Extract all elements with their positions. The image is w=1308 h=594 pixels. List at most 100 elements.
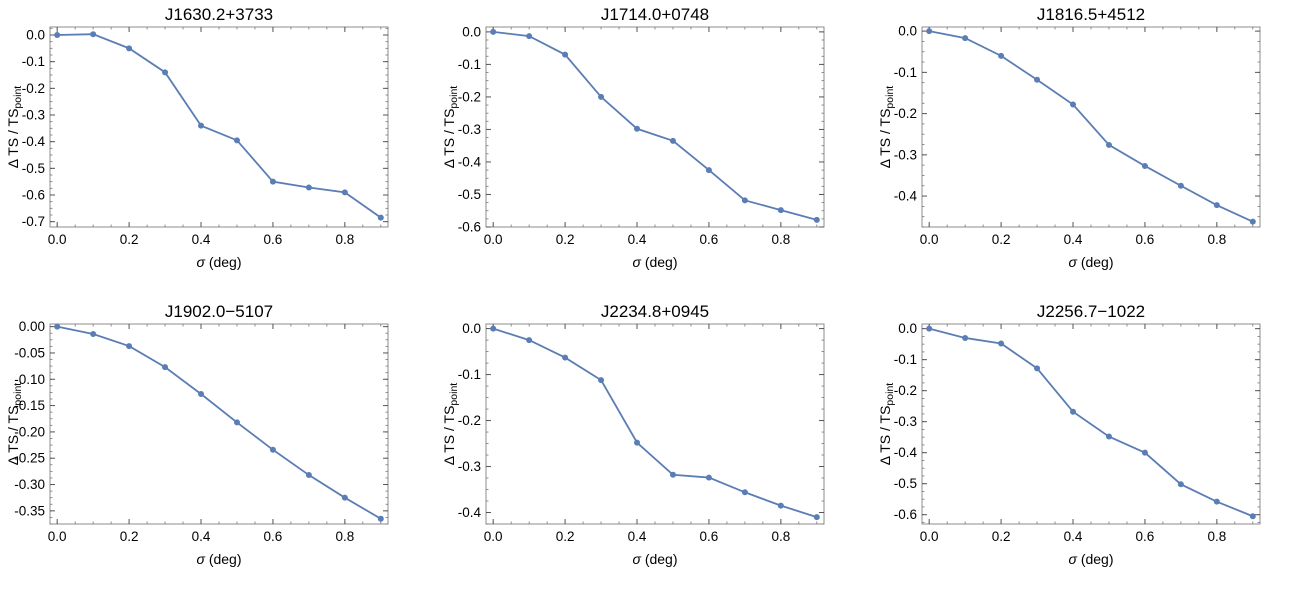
y-tick-label: -0.7: [22, 214, 45, 229]
data-point: [813, 216, 820, 223]
data-point: [490, 28, 497, 35]
plot-frame: [485, 26, 825, 228]
y-tick-label: -0.15: [14, 398, 45, 413]
x-tick-label: 0.4: [1064, 529, 1083, 544]
series-line: [57, 325, 382, 520]
x-tick-label: 0.6: [700, 529, 719, 544]
y-tick-label: -0.3: [458, 122, 481, 137]
x-tick-label: 0.8: [1207, 529, 1226, 544]
data-point: [90, 31, 97, 38]
chart-title: J2256.7−1022: [1037, 302, 1145, 321]
series-line: [928, 327, 1254, 518]
y-tick-label: -0.1: [22, 54, 45, 69]
x-axis-label: σ (deg): [1068, 254, 1113, 270]
x-tick-label: 0.2: [556, 529, 575, 544]
chart-svg-1: J1630.2+3733 0.0 0.2 0.4 0.6 0.8 0.0 -0.1 -0.2 -0…: [5, 5, 389, 270]
data-point: [598, 377, 605, 384]
data-point: [926, 28, 933, 35]
data-point: [377, 214, 384, 221]
data-point: [1034, 365, 1041, 372]
data-point: [490, 325, 497, 332]
data-point: [998, 340, 1005, 347]
data-point: [669, 471, 676, 478]
y-tick-label: -0.3: [894, 414, 917, 429]
chart-title: J1630.2+3733: [165, 5, 273, 24]
y-tick-label: -0.6: [22, 188, 45, 203]
y-tick-label: 0.0: [898, 321, 917, 336]
y-tick-label: -0.4: [894, 445, 918, 460]
data-point: [777, 207, 784, 214]
data-point: [1249, 218, 1256, 225]
data-point: [1177, 182, 1184, 189]
y-tick-label: -0.1: [894, 65, 917, 80]
x-axis-label: σ (deg): [196, 551, 241, 567]
data-point: [126, 343, 133, 350]
chart-panel-1: J1630.2+3733 0.0 0.2 0.4 0.6 0.8 0.0 -0.1 -0.2 -0…: [0, 0, 436, 297]
data-point: [1141, 449, 1148, 456]
data-point: [634, 439, 641, 446]
data-point: [669, 137, 676, 144]
chart-svg-4: J1902.0−5107 0.0 0.2 0.4 0.6 0.8 0.00 -0.05 -0.1…: [5, 302, 389, 567]
series-line: [493, 30, 818, 221]
y-tick-label: -0.3: [22, 108, 45, 123]
data-point: [1213, 498, 1220, 505]
y-axis-label: Δ TS / TSpoint: [5, 86, 24, 169]
y-tick-label: -0.10: [14, 372, 45, 387]
y-tick-label: -0.05: [14, 345, 45, 360]
data-point: [926, 325, 933, 332]
minor-ticks: [50, 27, 388, 227]
y-tick-label: -0.4: [22, 134, 46, 149]
x-tick-label: 0.2: [120, 529, 139, 544]
x-tick-label: 0.4: [1064, 232, 1083, 247]
x-tick-label: 0.4: [192, 529, 211, 544]
x-tick-label: 0.0: [920, 232, 939, 247]
x-tick-label: 0.2: [992, 232, 1011, 247]
data-point: [598, 93, 605, 100]
x-tick-label: 0.2: [120, 232, 139, 247]
x-tick-label: 0.0: [48, 529, 67, 544]
data-point: [1105, 433, 1112, 440]
data-point: [305, 472, 312, 479]
data-point: [269, 178, 276, 185]
plot-frame: [49, 26, 389, 228]
y-tick-label: 0.0: [462, 321, 481, 336]
chart-title: J1816.5+4512: [1037, 5, 1145, 24]
chart-svg-2: J1714.0+0748 0.0 0.2 0.4 0.6 0.8 0.0 -0.1 -0.2 -0…: [441, 5, 825, 270]
x-tick-label: 0.8: [1207, 232, 1226, 247]
data-point: [962, 334, 969, 341]
data-point: [813, 514, 820, 521]
y-tick-label: -0.1: [894, 352, 917, 367]
chart-panel-3: J1816.5+4512 0.0 0.2 0.4 0.6 0.8 0.0 -0.1 -0.2 -0…: [872, 0, 1308, 297]
y-tick-label: -0.5: [458, 187, 481, 202]
data-point: [162, 69, 169, 76]
data-point: [341, 494, 348, 501]
y-axis-label: Δ TS / TSpoint: [441, 383, 460, 466]
data-point: [1070, 408, 1077, 415]
y-axis-label: Δ TS / TSpoint: [877, 383, 896, 466]
x-axis-label: σ (deg): [632, 254, 677, 270]
data-point: [269, 446, 276, 453]
data-point: [741, 197, 748, 204]
data-point: [562, 51, 569, 58]
minor-ticks: [486, 324, 824, 525]
plot-frame: [49, 323, 389, 525]
x-axis-label: σ (deg): [196, 254, 241, 270]
x-tick-label: 0.4: [192, 232, 211, 247]
series-line: [57, 33, 382, 219]
y-tick-label: 0.0: [898, 24, 917, 39]
x-tick-label: 0.6: [1136, 232, 1155, 247]
y-tick-label: -0.3: [458, 459, 481, 474]
y-axis-label: Δ TS / TSpoint: [441, 86, 460, 169]
data-point: [777, 502, 784, 509]
data-point: [54, 323, 61, 330]
y-tick-label: -0.1: [458, 57, 481, 72]
y-axis-label: Δ TS / TSpoint: [5, 383, 24, 466]
chart-title: J2234.8+0945: [601, 302, 709, 321]
data-point: [741, 489, 748, 496]
data-point: [162, 364, 169, 371]
y-tick-label: 0.0: [462, 24, 481, 39]
minor-ticks: [486, 27, 824, 228]
x-tick-label: 0.8: [335, 529, 354, 544]
data-point: [198, 122, 205, 129]
